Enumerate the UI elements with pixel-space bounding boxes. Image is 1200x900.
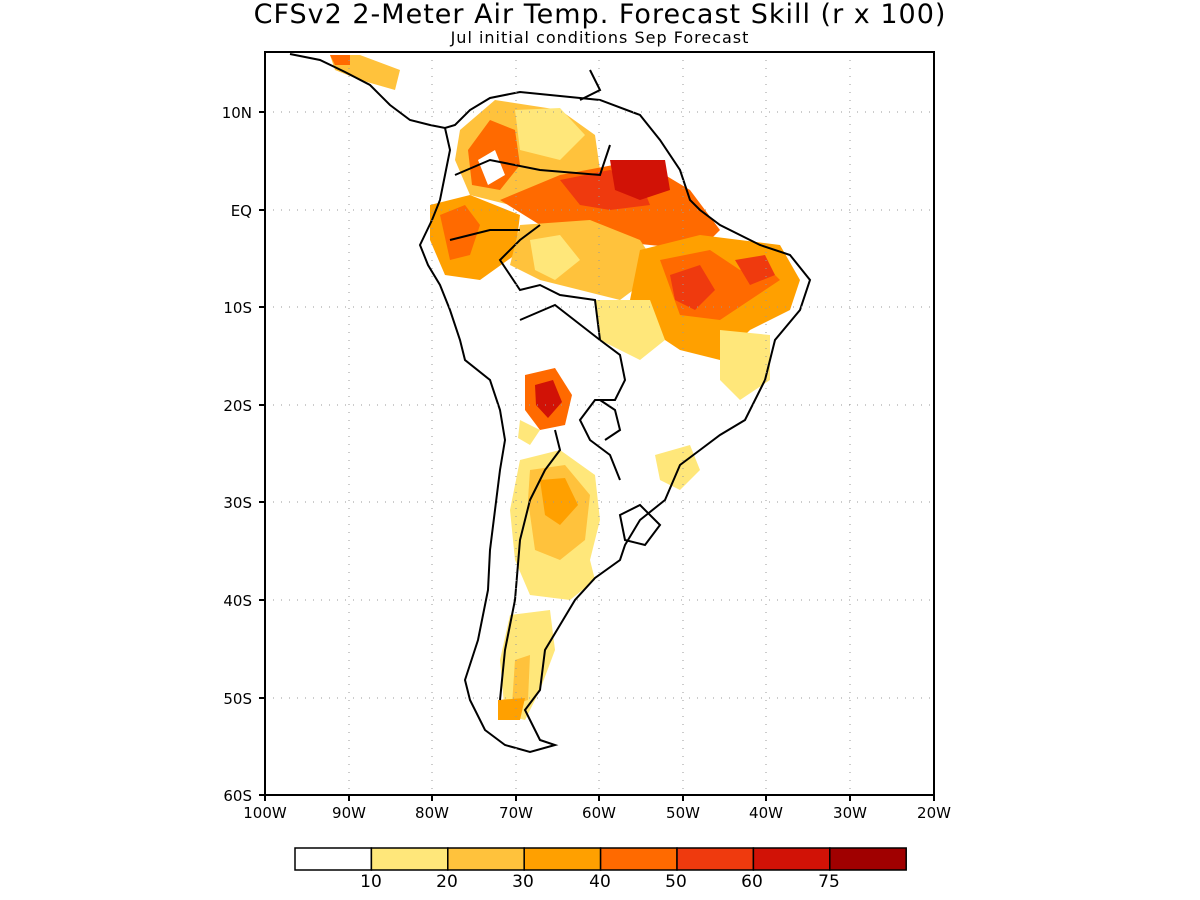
lat-label: 50S (223, 690, 252, 708)
lat-label: EQ (231, 202, 252, 220)
colorbar-swatch (523, 847, 602, 871)
lon-label: 50W (666, 804, 700, 822)
lon-label: 90W (332, 804, 366, 822)
colorbar-swatch (676, 847, 755, 871)
colorbar-swatch (294, 847, 373, 871)
map-grid (265, 52, 934, 795)
colorbar-swatch (447, 847, 525, 871)
lat-label: 40S (223, 592, 252, 610)
lon-label: 60W (582, 804, 616, 822)
colorbar-swatch (829, 847, 907, 871)
map-subtitle: Jul initial conditions Sep Forecast (450, 28, 750, 47)
map-title: CFSv2 2-Meter Air Temp. Forecast Skill (… (253, 0, 947, 30)
lon-label: 40W (749, 804, 783, 822)
colorbar-label: 50 (665, 872, 687, 892)
lon-label: 100W (243, 804, 287, 822)
lat-label: 20S (223, 397, 252, 415)
lat-label: 10N (222, 104, 252, 122)
colorbar-label: 30 (512, 872, 534, 892)
skill-shading (330, 55, 800, 720)
colorbar-label: 60 (741, 872, 763, 892)
lat-label: 30S (223, 494, 252, 512)
lat-label: 10S (223, 299, 252, 317)
colorbar-label: 75 (818, 872, 840, 892)
colorbar-label: 10 (360, 872, 382, 892)
lon-label: 80W (415, 804, 449, 822)
lon-label: 70W (499, 804, 533, 822)
colorbar-swatch (370, 847, 449, 871)
colorbar-label: 40 (589, 872, 611, 892)
colorbar-label: 20 (436, 872, 458, 892)
lat-label: 60S (223, 787, 252, 805)
colorbar (294, 847, 907, 871)
lon-label: 20W (917, 804, 951, 822)
colorbar-swatch (599, 847, 678, 871)
colorbar-swatch (752, 847, 831, 871)
lon-label: 30W (833, 804, 867, 822)
coastlines (289, 53, 812, 754)
map-frame (264, 51, 935, 796)
